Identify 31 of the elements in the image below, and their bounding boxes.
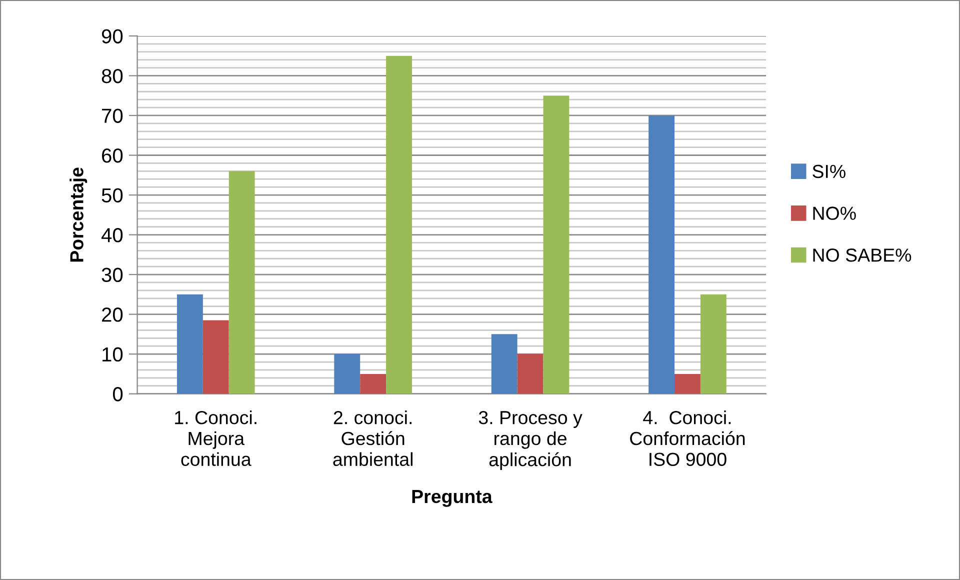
bar — [228, 171, 255, 394]
x-tick-label: 2. conoci. Gestión ambiental — [333, 410, 412, 466]
bar — [386, 56, 412, 394]
y-tick-label: 90 — [102, 29, 123, 44]
bar — [491, 334, 518, 394]
legend-label: NO% — [813, 206, 856, 220]
y-tick-label: 20 — [102, 308, 123, 322]
bar — [674, 374, 700, 394]
x-tick-label: 1. Conoci. Mejora continua — [175, 410, 256, 466]
bar — [648, 115, 675, 394]
y-tick-label: 30 — [102, 268, 123, 282]
bar — [334, 354, 360, 394]
bar — [517, 354, 544, 394]
y-tick-label: 10 — [102, 347, 123, 362]
legend-label: NO SABE% — [813, 248, 912, 262]
bar — [700, 294, 726, 394]
y-tick-label: 40 — [101, 228, 123, 242]
y-tick-label: 80 — [102, 68, 123, 84]
x-axis-title: Pregunta — [412, 490, 492, 507]
x-tick-label: 3. Proceso y rango de aplicación — [478, 410, 582, 470]
bar — [176, 294, 203, 394]
bar — [543, 96, 570, 394]
x-tick-label: 4. Conoci. Conformación ISO 9000 — [630, 410, 745, 466]
y-tick-label: 70 — [102, 108, 123, 123]
y-tick-label: 0 — [112, 387, 123, 402]
bar — [202, 320, 229, 394]
y-axis-title: Porcentaje — [70, 168, 88, 262]
y-tick-label: 50 — [102, 188, 123, 203]
legend-label: SI% — [812, 164, 846, 178]
y-tick-label: 60 — [102, 148, 123, 163]
bar — [360, 374, 386, 394]
